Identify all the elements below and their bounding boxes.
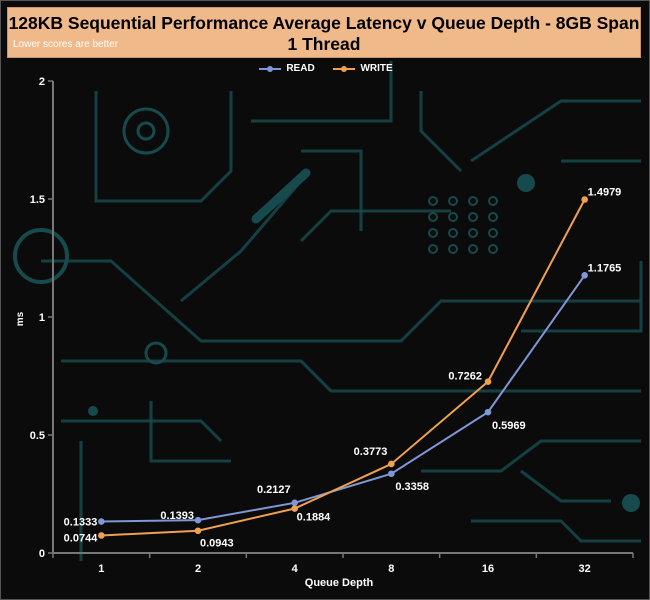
- data-point-read: [388, 470, 395, 478]
- x-tick-label: 4: [292, 563, 299, 575]
- data-label-write: 0.0744: [64, 532, 99, 544]
- data-point-read: [98, 518, 105, 525]
- data-label-read: 0.1393: [160, 510, 194, 522]
- circuit-pad: [136, 121, 156, 141]
- data-label-read: 1.1765: [588, 262, 622, 274]
- data-point-write: [581, 196, 588, 203]
- circuit-dot: [428, 212, 438, 222]
- circuit-background: [13, 61, 643, 561]
- circuit-trace: [149, 401, 231, 463]
- circuit-dot: [488, 196, 498, 206]
- circuit-pad: [88, 406, 98, 416]
- data-labels: 0.1333 0.1393 0.2127 0.3358 0.5969 1.1765 0.07…: [64, 186, 622, 549]
- circuit-dot: [468, 228, 478, 238]
- circuit-pad: [144, 341, 168, 365]
- data-label-write: 0.0943: [200, 538, 234, 550]
- circuit-trace: [251, 61, 393, 123]
- circuit-trace: [94, 91, 233, 203]
- y-tick-label: 0: [39, 548, 45, 560]
- data-point-write: [194, 527, 202, 535]
- legend-swatch-write: [333, 64, 356, 74]
- data-point-read: [484, 408, 492, 416]
- circuit-trace: [180, 180, 303, 303]
- data-label-read: 0.3358: [395, 481, 429, 493]
- y-tick-label: 1.5: [30, 194, 45, 206]
- data-label-read: 0.1333: [64, 517, 98, 529]
- y-tick-label: 1: [39, 312, 45, 324]
- circuit-trace: [471, 519, 641, 543]
- circuit-dot: [448, 244, 458, 254]
- circuit-bar: [251, 168, 311, 224]
- y-axis-label: ms: [15, 311, 26, 326]
- legend: READ WRITE: [1, 63, 649, 77]
- data-point-read: [581, 272, 588, 279]
- circuit-dot: [448, 212, 458, 222]
- circuit-trace: [520, 469, 611, 503]
- x-tick-label: 32: [579, 563, 591, 575]
- circuit-pad: [517, 174, 535, 192]
- circuit-dot: [428, 196, 438, 206]
- legend-swatch-read: [259, 64, 282, 74]
- y-tick-label: 0.5: [30, 430, 45, 442]
- x-tick-label: 8: [388, 563, 394, 575]
- chart-title: 128KB Sequential Performance Average Lat…: [8, 13, 640, 54]
- chart-header: 128KB Sequential Performance Average Lat…: [7, 7, 641, 58]
- circuit-dot: [468, 196, 478, 206]
- data-point-write: [484, 378, 492, 385]
- data-label-write: 0.7262: [448, 371, 482, 383]
- circuit-dot: [488, 228, 498, 238]
- circuit-trace: [470, 99, 641, 163]
- circuit-dot: [468, 244, 478, 254]
- circuit-dot: [448, 196, 458, 206]
- circuit-trace: [61, 359, 641, 393]
- circuit-trace: [301, 149, 363, 231]
- data-point-write: [98, 532, 105, 539]
- data-point-read: [291, 499, 298, 507]
- data-point-write: [291, 505, 298, 512]
- data-label-write: 0.1884: [297, 512, 332, 524]
- legend-label-read: READ: [286, 63, 315, 74]
- x-axis-label: Queue Depth: [305, 577, 374, 589]
- circuit-dot: [488, 212, 498, 222]
- legend-item-read: READ: [259, 63, 315, 74]
- circuit-dot: [448, 228, 458, 238]
- circuit-dot: [468, 212, 478, 222]
- axes: 0 0.5 1 1.5 2 1 2 4 8 16 32: [30, 76, 634, 575]
- circuit-trace: [61, 419, 223, 443]
- circuit-trace: [421, 439, 641, 473]
- circuit-pad: [13, 228, 69, 284]
- data-label-write: 0.3773: [354, 446, 388, 458]
- chart-subtitle: Lower scores are better: [13, 39, 119, 50]
- circuit-pad: [122, 107, 170, 155]
- series-layer: [98, 196, 588, 539]
- legend-label-write: WRITE: [360, 63, 393, 74]
- x-tick-label: 1: [98, 563, 104, 575]
- circuit-trace: [299, 209, 451, 243]
- data-label-write: 1.4979: [588, 186, 622, 198]
- circuit-trace: [41, 259, 641, 343]
- data-label-read: 0.5969: [492, 420, 526, 432]
- x-tick-label: 2: [195, 563, 201, 575]
- circuit-dot: [428, 244, 438, 254]
- data-point-write: [388, 460, 395, 468]
- x-tick-label: 16: [482, 563, 494, 575]
- y-tick-label: 2: [39, 76, 45, 88]
- circuit-dot: [488, 244, 498, 254]
- series-line-write: [101, 199, 586, 537]
- circuit-pad: [622, 494, 640, 512]
- legend-item-write: WRITE: [333, 63, 393, 74]
- data-label-read: 0.2127: [257, 484, 291, 496]
- circuit-trace: [419, 91, 463, 173]
- series-line-read: [101, 274, 586, 523]
- circuit-dot: [428, 228, 438, 238]
- data-point-read: [194, 516, 202, 524]
- circuit-trace: [521, 261, 643, 333]
